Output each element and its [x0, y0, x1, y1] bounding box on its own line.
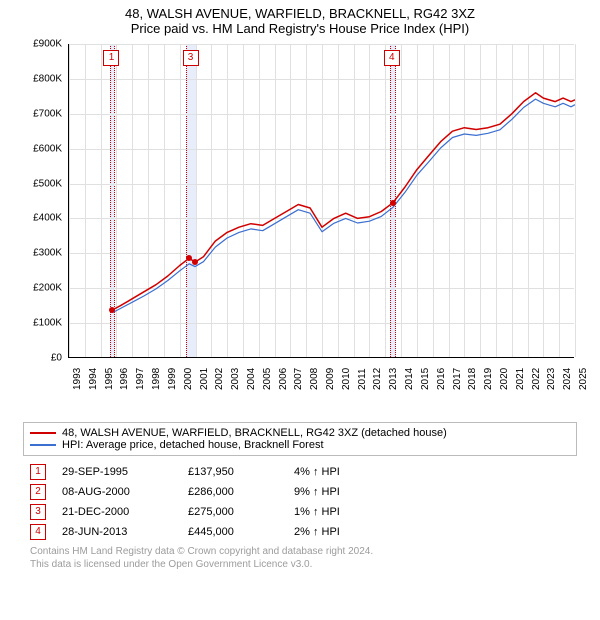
- x-tick-label: 2002: [214, 368, 225, 390]
- x-tick-label: 2003: [230, 368, 241, 390]
- sales-row: 2 08-AUG-2000 £286,000 9% ↑ HPI: [30, 482, 570, 502]
- y-tick-label: £800K: [20, 73, 62, 84]
- x-tick-label: 2013: [388, 368, 399, 390]
- footer-line2: This data is licensed under the Open Gov…: [30, 559, 570, 572]
- x-tick-label: 2020: [499, 368, 510, 390]
- legend-label: 48, WALSH AVENUE, WARFIELD, BRACKNELL, R…: [62, 427, 447, 439]
- sale-dot: [192, 259, 198, 265]
- sales-pct: 4% ↑ HPI: [294, 466, 384, 478]
- footer-line1: Contains HM Land Registry data © Crown c…: [30, 546, 570, 559]
- x-tick-label: 2015: [420, 368, 431, 390]
- x-tick-label: 1999: [167, 368, 178, 390]
- x-tick-label: 2008: [309, 368, 320, 390]
- x-tick-label: 2022: [531, 368, 542, 390]
- y-tick-label: £200K: [20, 283, 62, 294]
- plot-area: [68, 44, 574, 358]
- sales-price: £445,000: [188, 526, 278, 538]
- gridline-v: [575, 44, 576, 357]
- sales-date: 21-DEC-2000: [62, 506, 172, 518]
- x-tick-label: 2004: [246, 368, 257, 390]
- sales-row: 4 28-JUN-2013 £445,000 2% ↑ HPI: [30, 522, 570, 542]
- x-tick-label: 2018: [467, 368, 478, 390]
- x-tick-label: 2025: [578, 368, 589, 390]
- sale-dot: [109, 307, 115, 313]
- series-lines: [69, 44, 575, 358]
- legend-swatch: [30, 432, 56, 434]
- sale-marker: 1: [103, 50, 119, 66]
- sales-marker: 4: [30, 524, 46, 540]
- x-tick-label: 1998: [151, 368, 162, 390]
- sale-marker: 4: [384, 50, 400, 66]
- x-tick-label: 2014: [404, 368, 415, 390]
- y-tick-label: £300K: [20, 248, 62, 259]
- chart-area: 1 3 4 £0 £100K £200K £300K £400K £500K £600K £700K…: [20, 38, 580, 418]
- sales-date: 29-SEP-1995: [62, 466, 172, 478]
- x-tick-label: 2019: [483, 368, 494, 390]
- y-tick-label: £900K: [20, 39, 62, 50]
- title-line1: 48, WALSH AVENUE, WARFIELD, BRACKNELL, R…: [0, 6, 600, 21]
- sales-table: 1 29-SEP-1995 £137,950 4% ↑ HPI 2 08-AUG-2000…: [30, 462, 570, 542]
- series-hpi: [113, 99, 576, 313]
- y-tick-label: £500K: [20, 178, 62, 189]
- x-tick-label: 2021: [515, 368, 526, 390]
- attribution-footer: Contains HM Land Registry data © Crown c…: [30, 546, 570, 571]
- sales-date: 08-AUG-2000: [62, 486, 172, 498]
- x-tick-label: 1994: [88, 368, 99, 390]
- sales-price: £275,000: [188, 506, 278, 518]
- sales-marker: 3: [30, 504, 46, 520]
- sales-marker: 2: [30, 484, 46, 500]
- x-tick-label: 2016: [436, 368, 447, 390]
- sales-row: 3 21-DEC-2000 £275,000 1% ↑ HPI: [30, 502, 570, 522]
- sales-price: £137,950: [188, 466, 278, 478]
- sales-pct: 9% ↑ HPI: [294, 486, 384, 498]
- sales-date: 28-JUN-2013: [62, 526, 172, 538]
- legend-item: 48, WALSH AVENUE, WARFIELD, BRACKNELL, R…: [30, 427, 570, 439]
- sale-dot: [390, 200, 396, 206]
- x-tick-label: 2006: [278, 368, 289, 390]
- x-tick-label: 1997: [135, 368, 146, 390]
- y-tick-label: £700K: [20, 108, 62, 119]
- x-tick-label: 2000: [183, 368, 194, 390]
- sales-pct: 1% ↑ HPI: [294, 506, 384, 518]
- y-tick-label: £400K: [20, 213, 62, 224]
- legend: 48, WALSH AVENUE, WARFIELD, BRACKNELL, R…: [23, 422, 577, 456]
- x-tick-label: 1996: [119, 368, 130, 390]
- x-tick-label: 2017: [452, 368, 463, 390]
- y-tick-label: £100K: [20, 318, 62, 329]
- legend-label: HPI: Average price, detached house, Brac…: [62, 439, 324, 451]
- y-tick-label: £600K: [20, 143, 62, 154]
- title-line2: Price paid vs. HM Land Registry's House …: [0, 21, 600, 36]
- x-tick-label: 2012: [372, 368, 383, 390]
- x-tick-label: 2001: [199, 368, 210, 390]
- x-tick-label: 2024: [562, 368, 573, 390]
- x-tick-label: 2007: [293, 368, 304, 390]
- x-tick-label: 2023: [546, 368, 557, 390]
- x-tick-label: 2005: [262, 368, 273, 390]
- x-tick-label: 2011: [357, 368, 368, 390]
- x-tick-label: 2009: [325, 368, 336, 390]
- legend-swatch: [30, 444, 56, 446]
- legend-item: HPI: Average price, detached house, Brac…: [30, 439, 570, 451]
- sales-marker: 1: [30, 464, 46, 480]
- y-tick-label: £0: [20, 353, 62, 364]
- x-tick-label: 2010: [341, 368, 352, 390]
- chart-title: 48, WALSH AVENUE, WARFIELD, BRACKNELL, R…: [0, 0, 600, 38]
- x-tick-label: 1993: [72, 368, 83, 390]
- sales-row: 1 29-SEP-1995 £137,950 4% ↑ HPI: [30, 462, 570, 482]
- sale-marker: 3: [183, 50, 199, 66]
- x-tick-label: 1995: [104, 368, 115, 390]
- sales-pct: 2% ↑ HPI: [294, 526, 384, 538]
- sales-price: £286,000: [188, 486, 278, 498]
